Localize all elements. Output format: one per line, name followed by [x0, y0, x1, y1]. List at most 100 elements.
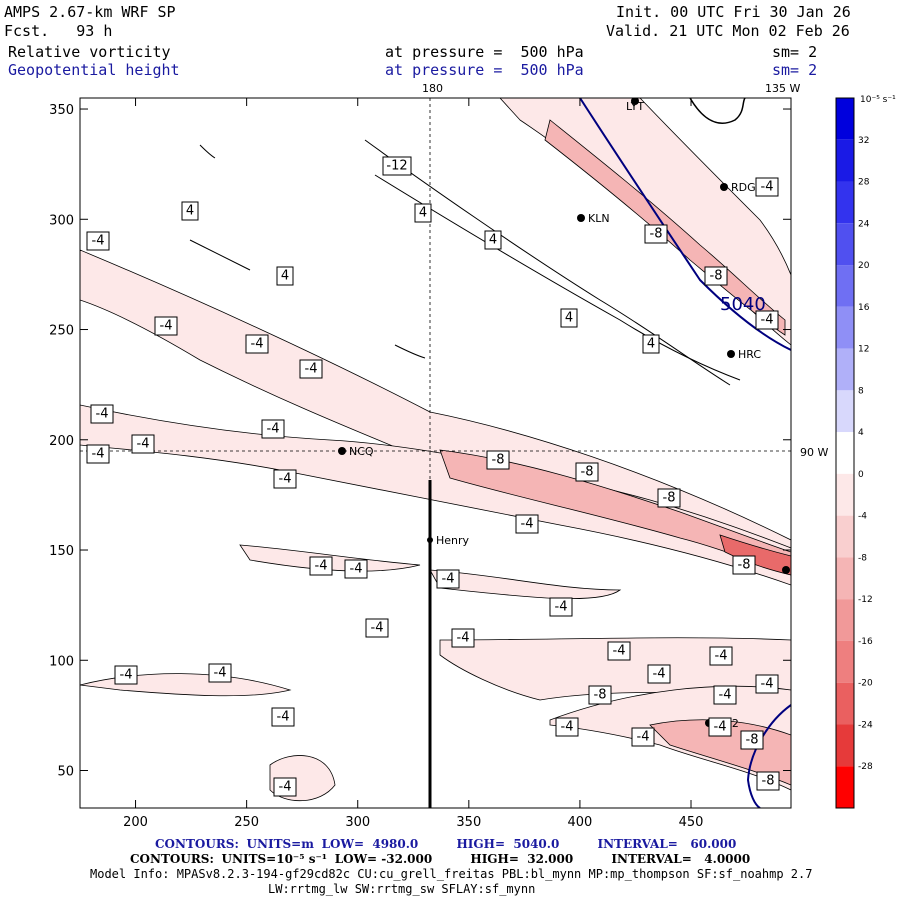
svg-text:-4: -4	[555, 600, 568, 615]
y-tick-label: 350	[49, 103, 74, 118]
vorticity-label: -4	[607, 641, 631, 661]
svg-text:4: 4	[565, 311, 573, 326]
vorticity-label: 4	[276, 266, 294, 286]
y-axis-ticks: 350 300 250 200 150 100 50	[49, 103, 791, 780]
colorbar-label: -8	[858, 553, 867, 563]
svg-text:-8: -8	[594, 688, 607, 703]
svg-text:-8: -8	[762, 774, 775, 789]
vorticity-label: -4	[114, 665, 138, 685]
field2-smoothing: sm= 2	[772, 61, 818, 79]
vorticity-label: -4	[647, 664, 671, 684]
colorbar-segment	[836, 640, 854, 683]
vorticity-label: -4	[309, 556, 333, 576]
y-tick-label: 200	[49, 434, 74, 449]
colorbar: 32 28 24 20 16 12 8 4 0 -4 -8 -12 -16 -20 -24 -28	[835, 97, 873, 809]
vorticity-contour-labels: 4444444-4-4-4-4-4-4-4-4-4-4-4-4-4-4-4-4-…	[86, 156, 780, 797]
station-labels: LYT RDG KLN HRC NCQ Henry AG2	[349, 100, 761, 730]
svg-text:-4: -4	[371, 621, 384, 636]
vorticity-label: -4	[86, 231, 110, 251]
vorticity-label: -4	[261, 419, 285, 439]
svg-text:-4: -4	[761, 313, 774, 328]
vorticity-label: -8	[756, 771, 780, 791]
colorbar-segment	[836, 515, 854, 558]
vorticity-label: -4	[708, 717, 732, 737]
station-lyt-label: LYT	[626, 100, 644, 113]
svg-text:-4: -4	[305, 362, 318, 377]
vorticity-label: -4	[631, 727, 655, 747]
neg-patch-south-center	[429, 569, 622, 600]
plot-frame	[79, 97, 792, 809]
vorticity-label: -4	[436, 569, 460, 589]
footer-line-vorticity: CONTOURS: UNITS=10⁻⁵ s⁻¹ LOW= -32.000 HI…	[130, 852, 751, 866]
vorticity-label: 4	[642, 334, 660, 354]
x-tick-label: 350	[456, 815, 481, 830]
colorbar-segment	[836, 223, 854, 266]
x-tick-label: 200	[123, 815, 148, 830]
vorticity-label: -4	[365, 618, 389, 638]
vorticity-label: -8	[644, 224, 668, 244]
svg-text:-8: -8	[492, 453, 505, 468]
station-ncq-label: NCQ	[349, 445, 374, 458]
svg-text:4: 4	[489, 233, 497, 248]
colorbar-label: -4	[858, 512, 867, 522]
vorticity-label: -12	[382, 156, 412, 176]
colorbar-label: 24	[858, 219, 870, 229]
svg-text:-4: -4	[457, 631, 470, 646]
svg-text:-4: -4	[719, 688, 732, 703]
svg-text:-4: -4	[279, 780, 292, 795]
colorbar-segment	[836, 98, 854, 140]
svg-text:-4: -4	[277, 710, 290, 725]
colorbar-segment	[836, 599, 854, 641]
colorbar-label: 4	[858, 428, 864, 438]
svg-text:-4: -4	[279, 472, 292, 487]
svg-text:-8: -8	[746, 733, 759, 748]
vorticity-label: -4	[131, 434, 155, 454]
svg-text:-4: -4	[653, 667, 666, 682]
vorticity-label: -4	[555, 717, 579, 737]
neg-patch-lower-left	[80, 673, 292, 697]
colorbar-segment	[836, 682, 854, 725]
svg-text:4: 4	[186, 204, 194, 219]
vorticity-label: 4	[414, 203, 432, 223]
colorbar-label: 16	[858, 303, 870, 313]
colorbar-label: -28	[858, 762, 873, 772]
svg-text:-8: -8	[710, 269, 723, 284]
colorbar-segment	[836, 724, 854, 767]
vorticity-label: 4	[181, 201, 199, 221]
height-contour-5040	[579, 98, 791, 351]
vorticity-label: -4	[299, 359, 323, 379]
x-tick-label: 450	[679, 815, 704, 830]
x-tick-label: 300	[345, 815, 370, 830]
coastline	[689, 98, 746, 124]
model-info-2: LW:rrtmg_lw SW:rrtmg_sw SFLAY:sf_mynn	[268, 882, 536, 896]
y-tick-label: 300	[49, 213, 74, 228]
station-rdg-label: RDG	[731, 181, 756, 194]
svg-text:-8: -8	[738, 558, 751, 573]
vorticity-label: -4	[755, 674, 779, 694]
colorbar-label: 32	[858, 136, 869, 146]
model-info: Model Info: MPASv8.2.3-194-gf29cd82c CU:…	[90, 867, 813, 881]
svg-text:-4: -4	[442, 572, 455, 587]
x-tick-label: 400	[568, 815, 593, 830]
x-tick-label: 250	[234, 815, 259, 830]
station-kln-label: KLN	[588, 212, 610, 225]
y-tick-label: 250	[49, 324, 74, 339]
svg-text:-4: -4	[561, 720, 574, 735]
field1-level: at pressure = 500 hPa	[385, 43, 584, 61]
vorticity-label: 4	[484, 230, 502, 250]
colorbar-label: 0	[858, 470, 864, 480]
vorticity-label: -8	[740, 730, 764, 750]
colorbar-label: -12	[858, 595, 873, 605]
neg-band-middle-strong	[439, 449, 791, 576]
svg-text:-12: -12	[386, 159, 407, 174]
station-markers	[338, 98, 790, 727]
svg-text:-8: -8	[663, 491, 676, 506]
colorbar-label: 20	[858, 261, 870, 271]
model-title: AMPS 2.67-km WRF SP	[4, 3, 176, 21]
field2-name: Geopotential height	[8, 61, 180, 79]
vorticity-label: -4	[86, 444, 110, 464]
vorticity-fill-layer	[80, 98, 791, 808]
meridian-180-label: 180	[422, 82, 443, 95]
svg-text:-4: -4	[137, 437, 150, 452]
